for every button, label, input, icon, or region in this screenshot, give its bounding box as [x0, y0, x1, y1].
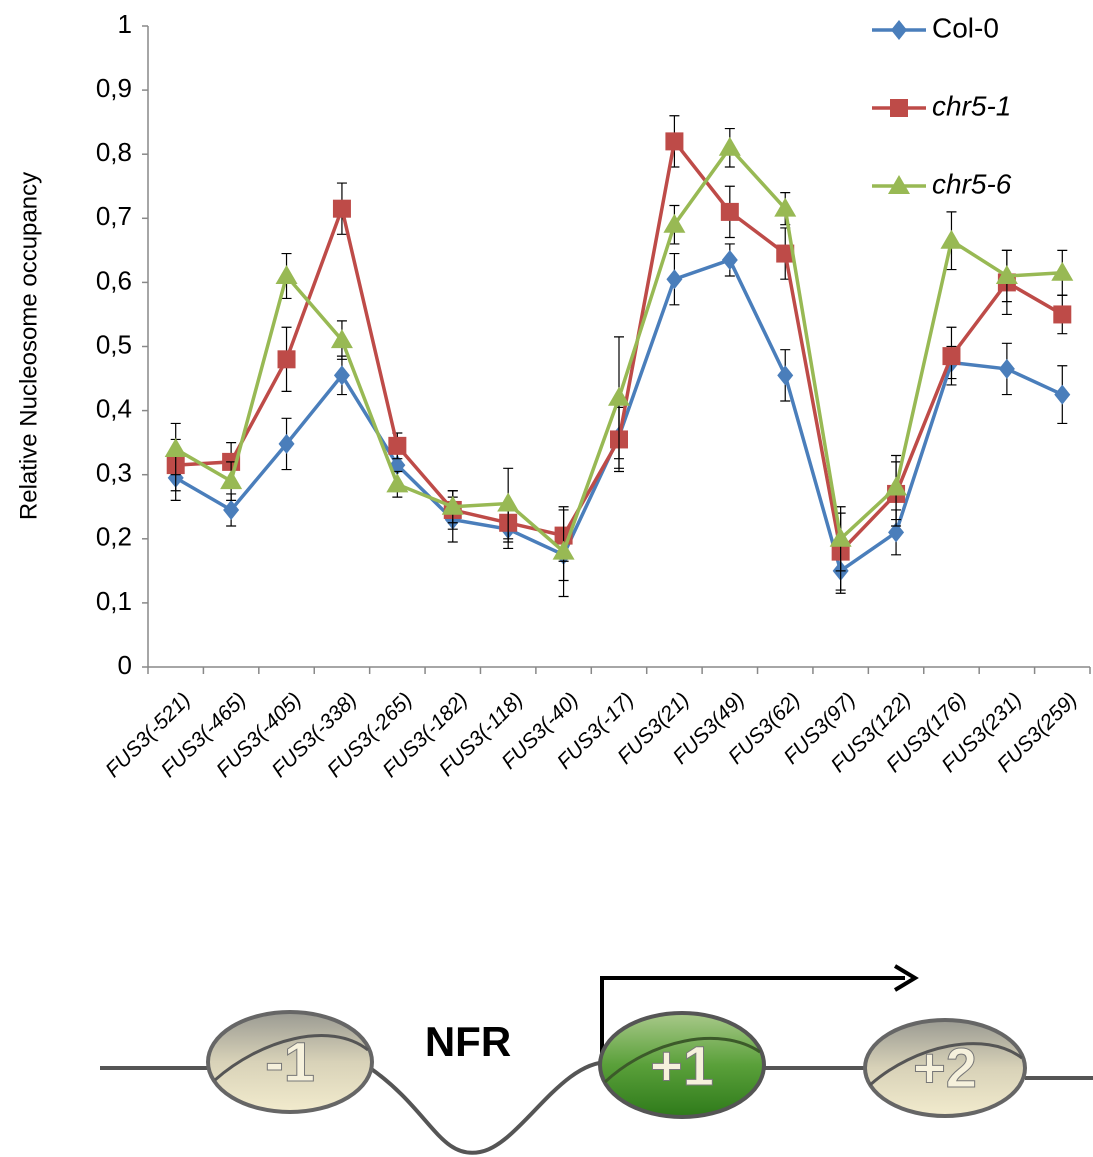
marker — [722, 250, 738, 270]
nucleosome-label: +1 — [650, 1034, 714, 1097]
marker — [1051, 262, 1073, 281]
marker — [665, 132, 683, 150]
nucleosome-label: -1 — [265, 1030, 315, 1093]
y-tick-label: 0,5 — [96, 329, 132, 359]
y-tick-label: 1 — [118, 9, 132, 39]
marker — [999, 359, 1015, 379]
marker — [721, 203, 739, 221]
legend-label: Col-0 — [932, 12, 999, 43]
y-tick-label: 0,8 — [96, 137, 132, 167]
marker — [276, 265, 298, 284]
y-tick-label: 0 — [118, 650, 132, 680]
marker — [942, 347, 960, 365]
marker — [165, 438, 187, 457]
marker — [940, 230, 962, 249]
chart: Relative Nucleosome occupancy -1 NFR +1 … — [0, 0, 1093, 1157]
dna — [370, 1062, 610, 1153]
marker — [891, 20, 907, 40]
y-tick-label: 0,2 — [96, 522, 132, 552]
marker — [1053, 305, 1071, 323]
y-axis-label: Relative Nucleosome occupancy — [15, 172, 42, 520]
y-tick-label: 0,9 — [96, 73, 132, 103]
marker — [388, 437, 406, 455]
y-tick-label: 0,4 — [96, 393, 132, 423]
y-tick-label: 0,7 — [96, 201, 132, 231]
marker — [333, 200, 351, 218]
marker — [777, 365, 793, 385]
legend-label: chr5-6 — [932, 168, 1012, 199]
y-tick-label: 0,3 — [96, 458, 132, 488]
legend-label: chr5-1 — [932, 90, 1011, 121]
marker — [220, 470, 242, 489]
y-tick-label: 0,1 — [96, 586, 132, 616]
marker — [890, 99, 908, 117]
nfr-label: NFR — [425, 1018, 511, 1065]
y-tick-label: 0,6 — [96, 265, 132, 295]
marker — [386, 473, 408, 492]
marker — [1054, 385, 1070, 405]
marker — [278, 350, 296, 368]
marker — [719, 137, 741, 156]
nucleosome-label: +2 — [913, 1036, 977, 1099]
diagram: -1 NFR +1 +2 — [100, 966, 1093, 1153]
marker — [666, 269, 682, 289]
marker — [497, 493, 519, 512]
